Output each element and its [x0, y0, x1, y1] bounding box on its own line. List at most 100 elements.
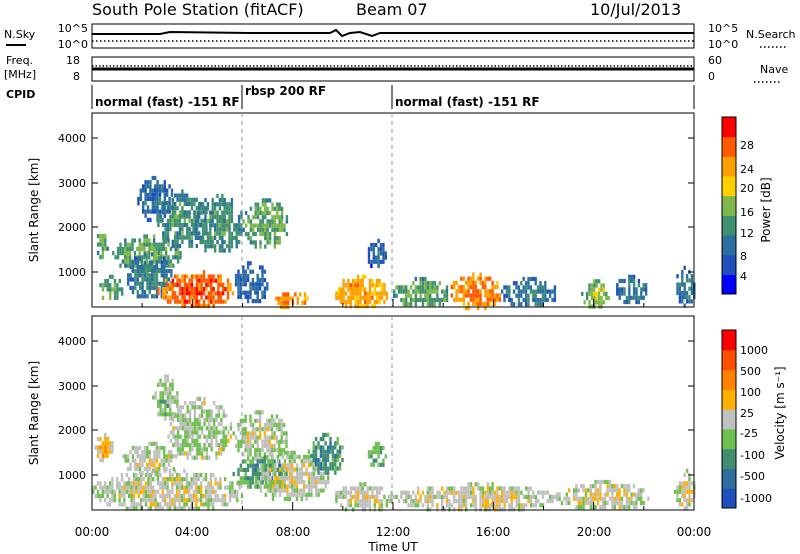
heatmap-cell — [623, 505, 626, 510]
heatmap-cell — [594, 488, 597, 493]
heatmap-cell — [162, 238, 165, 243]
heatmap-cell — [264, 215, 267, 220]
heatmap-cell — [139, 264, 142, 269]
heatmap-cell — [338, 466, 342, 471]
heatmap-cell — [572, 488, 576, 493]
heatmap-cell — [493, 297, 497, 302]
heatmap-cell — [303, 492, 306, 497]
figure-title: South Pole Station (fitACF) — [92, 0, 304, 19]
heatmap-cell — [128, 255, 132, 260]
heatmap-cell — [347, 490, 350, 495]
heatmap-cell — [489, 490, 492, 495]
velocity-cbar-tick-neg100: -100 — [740, 449, 765, 462]
heatmap-cell — [688, 502, 691, 507]
heatmap-cell — [303, 471, 306, 476]
heatmap-cell — [372, 247, 375, 252]
freq-tick-top: 18 — [66, 54, 80, 67]
heatmap-cell — [354, 291, 357, 296]
heatmap-cell — [690, 299, 694, 304]
heatmap-cell — [582, 484, 585, 489]
heatmap-cell — [210, 443, 213, 448]
heatmap-cell — [140, 477, 143, 482]
heatmap-cell — [210, 282, 213, 287]
heatmap-cell — [221, 198, 224, 203]
heatmap-cell — [162, 235, 165, 240]
heatmap-cell — [407, 293, 410, 298]
heatmap-cell — [285, 215, 289, 220]
heatmap-cell — [201, 235, 205, 240]
heatmap-cell — [465, 503, 468, 508]
heatmap-cell — [164, 251, 168, 256]
heatmap-cell — [176, 214, 179, 219]
power-cbar-tick-28: 28 — [740, 139, 754, 152]
heatmap-cell — [237, 219, 241, 224]
heatmap-cell — [501, 494, 504, 499]
heatmap-cell — [224, 498, 227, 503]
heatmap-cell — [178, 214, 182, 219]
heatmap-cell — [605, 291, 608, 296]
heatmap-cell — [383, 287, 386, 292]
heatmap-cell — [264, 231, 267, 237]
heatmap-cell — [141, 269, 144, 274]
heatmap-cell — [200, 498, 203, 503]
velocity-cbar-tick-25: 25 — [740, 407, 754, 420]
heatmap-cell — [106, 283, 109, 288]
heatmap-cell — [208, 409, 211, 414]
heatmap-cell — [477, 289, 480, 294]
heatmap-cell — [195, 303, 198, 308]
heatmap-cell — [142, 498, 145, 503]
heatmap-cell — [161, 498, 164, 503]
heatmap-cell — [244, 476, 247, 481]
heatmap-cell — [223, 210, 226, 215]
heatmap-cell — [315, 484, 318, 489]
heatmap-cell — [150, 471, 154, 476]
heatmap-cell — [520, 490, 523, 495]
heatmap-cell — [513, 490, 516, 495]
heatmap-cell — [101, 441, 105, 446]
heatmap-cell — [409, 285, 413, 290]
heatmap-cell — [228, 244, 231, 249]
heatmap-cell — [269, 488, 272, 493]
heatmap-cell — [266, 210, 269, 216]
heatmap-cell — [378, 291, 381, 296]
heatmap-cell — [141, 281, 144, 286]
heatmap-cell — [230, 219, 234, 224]
heatmap-cell — [273, 459, 276, 464]
heatmap-cell — [335, 490, 338, 495]
heatmap-cell — [106, 287, 109, 292]
power-panel: Slant Range [km] 1000 2000 3000 4000 28 … — [27, 112, 773, 311]
heatmap-cell — [202, 502, 205, 507]
heatmap-cell — [616, 484, 619, 489]
heatmap-cell — [683, 498, 686, 503]
heatmap-cell — [383, 494, 386, 499]
colorbar-swatch — [722, 254, 736, 275]
power-ytick-1000: 1000 — [58, 266, 86, 279]
heatmap-cell — [221, 193, 224, 198]
heatmap-cell — [222, 434, 225, 439]
heatmap-cell — [623, 484, 626, 489]
heatmap-cell — [186, 451, 189, 456]
heatmap-cell — [183, 291, 186, 296]
heatmap-cell — [132, 498, 136, 503]
heatmap-cell — [101, 255, 105, 260]
heatmap-cell — [183, 303, 186, 308]
heatmap-cell — [108, 485, 112, 490]
heatmap-cell — [209, 214, 212, 219]
heatmap-cell — [160, 462, 163, 467]
heatmap-cell — [195, 287, 198, 292]
heatmap-cell — [254, 215, 257, 220]
heatmap-cell — [493, 499, 497, 504]
heatmap-cell — [179, 434, 182, 439]
heatmap-cell — [522, 289, 525, 294]
heatmap-cell — [237, 290, 240, 295]
heatmap-cell — [258, 435, 262, 440]
heatmap-cell — [341, 458, 344, 463]
heatmap-cell — [644, 291, 648, 296]
heatmap-cell — [597, 296, 601, 301]
heatmap-cell — [228, 489, 232, 494]
heatmap-cell — [678, 502, 682, 507]
heatmap-cell — [204, 498, 208, 503]
heatmap-cell — [101, 250, 105, 255]
heatmap-cell — [443, 297, 446, 303]
heatmap-cell — [169, 222, 172, 228]
